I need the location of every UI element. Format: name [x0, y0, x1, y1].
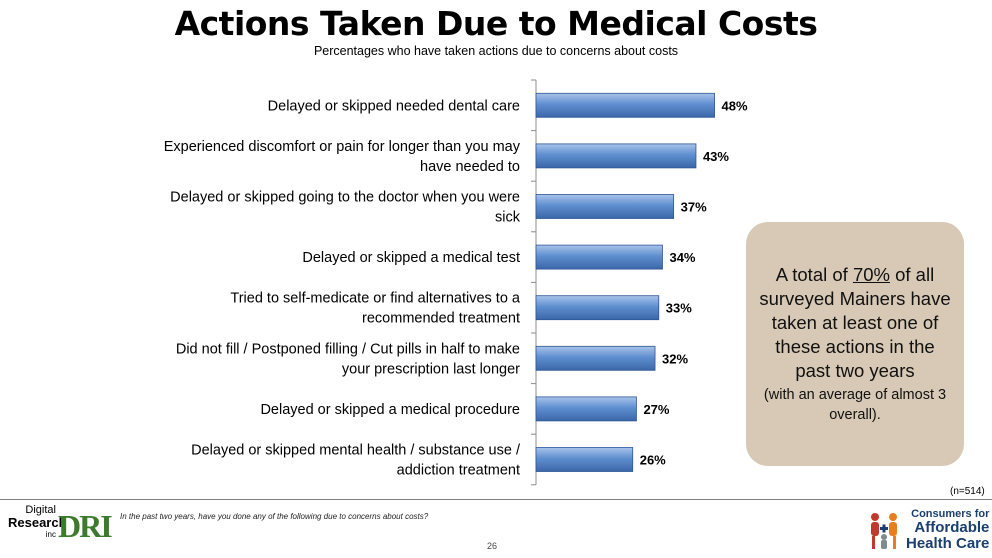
dri-logo: Digital Research inc DRI — [8, 504, 113, 544]
bar-chart: 48% Delayed or skipped needed dental care… — [164, 79, 748, 486]
category-label: Experienced discomfort or pain for longe… — [164, 139, 521, 175]
bar — [535, 345, 656, 371]
bar — [535, 396, 637, 422]
summary-callout: A total of 70% of all surveyed Mainers h… — [746, 222, 964, 466]
survey-question: In the past two years, have you done any… — [120, 512, 429, 521]
category-label: Delayed or skipped a medical procedure — [260, 402, 520, 418]
bar-value-label: 37% — [681, 200, 707, 215]
callout-main-text: A total of 70% of all surveyed Mainers h… — [759, 264, 951, 381]
category-label: Tried to self-medicate or find alternati… — [230, 291, 521, 327]
callout-highlight: 70% — [852, 264, 890, 285]
bar — [535, 92, 715, 118]
page-title: Actions Taken Due to Medical Costs — [174, 4, 818, 43]
page-subtitle: Percentages who have taken actions due t… — [313, 44, 679, 58]
bar-value-label: 27% — [643, 402, 669, 417]
category-label: Delayed or skipped a medical test — [302, 250, 520, 266]
bar-value-label: 48% — [722, 98, 748, 113]
category-label: Delayed or skipped needed dental care — [268, 98, 520, 114]
category-label: Did not fill / Postponed filling / Cut p… — [176, 341, 520, 377]
callout-note: (with an average of almost 3 overall). — [763, 387, 947, 423]
bar — [535, 244, 663, 270]
family-icon — [871, 513, 897, 549]
sample-size: (n=514) — [950, 486, 985, 497]
bar-value-label: 32% — [662, 351, 688, 366]
bar-value-label: 33% — [666, 301, 692, 316]
cahc-logo: Consumers for Affordable Health Care — [866, 504, 990, 554]
bar — [535, 143, 697, 169]
footer-divider — [0, 499, 992, 500]
category-label: Delayed or skipped going to the doctor w… — [170, 190, 521, 226]
page-number: 26 — [487, 541, 498, 551]
bar-value-label: 34% — [669, 250, 695, 265]
bar — [535, 295, 660, 321]
bar-value-label: 26% — [640, 453, 666, 468]
bar — [535, 194, 675, 219]
bar-value-label: 43% — [703, 149, 729, 164]
bar — [535, 447, 634, 472]
category-label: Delayed or skipped mental health / subst… — [191, 443, 521, 479]
